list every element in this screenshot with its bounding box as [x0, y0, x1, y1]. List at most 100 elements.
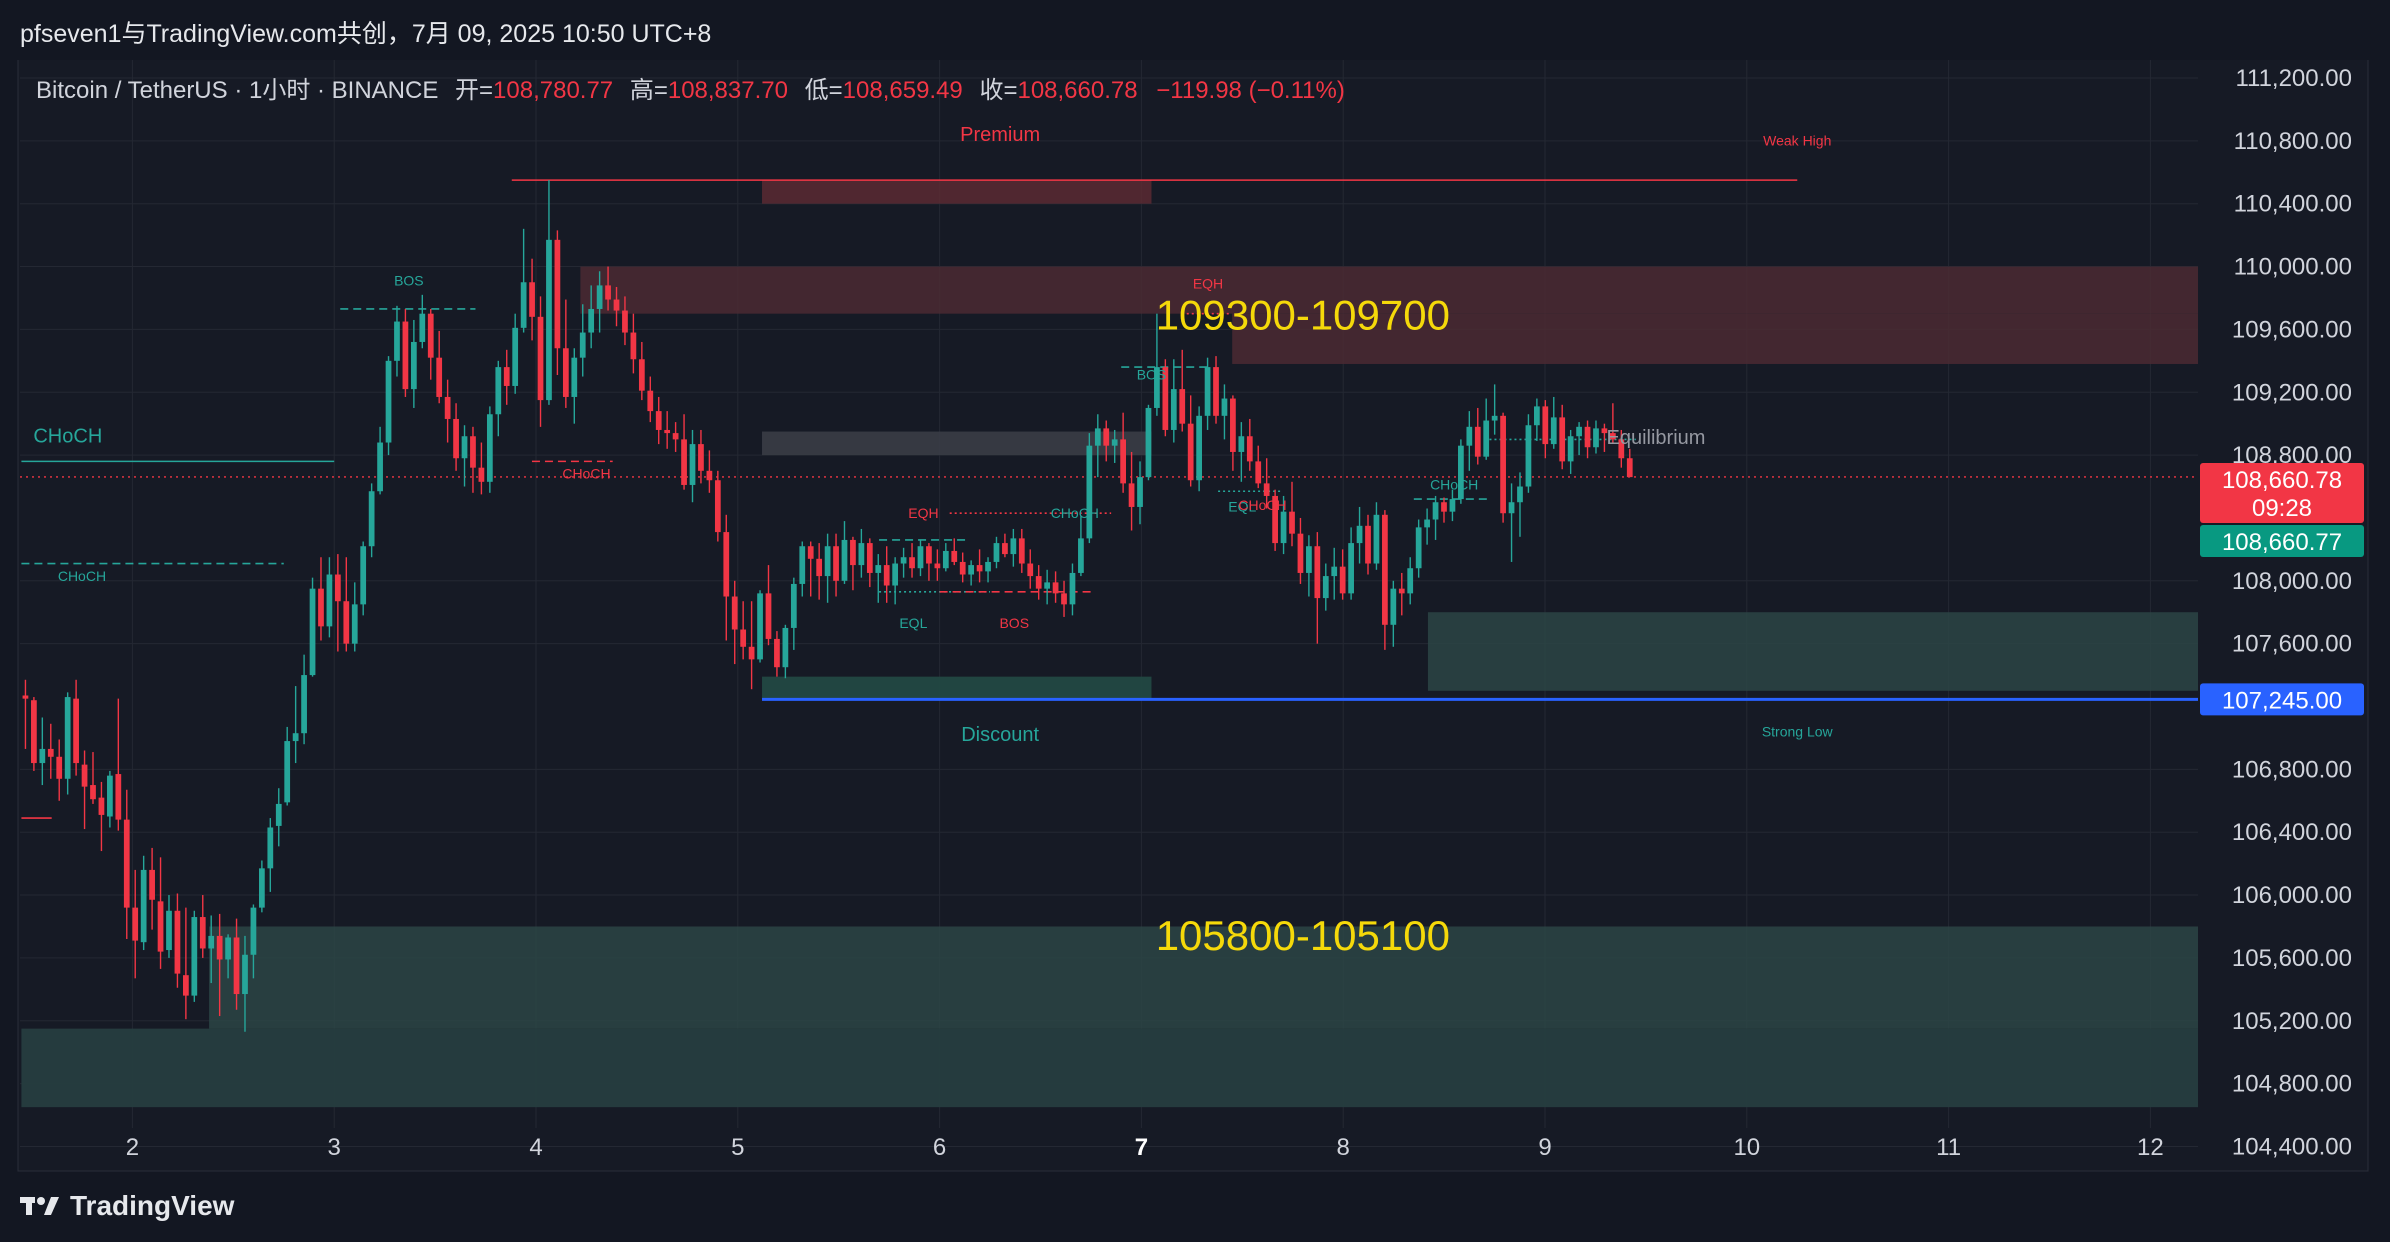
tradingview-logo[interactable]: TradingView: [20, 1190, 234, 1222]
candle-body[interactable]: [622, 310, 628, 333]
candle-body[interactable]: [73, 698, 79, 764]
candle-body[interactable]: [562, 348, 569, 397]
candle-body[interactable]: [1162, 367, 1169, 430]
candle-body[interactable]: [554, 239, 561, 349]
candle-body[interactable]: [1491, 415, 1498, 421]
candle-body[interactable]: [495, 367, 502, 415]
candle-body[interactable]: [850, 539, 856, 566]
candle-body[interactable]: [1230, 398, 1236, 452]
candle-body[interactable]: [579, 332, 586, 358]
candle-body[interactable]: [968, 565, 975, 575]
candle-body[interactable]: [31, 700, 37, 764]
candle-body[interactable]: [1018, 538, 1025, 564]
candle-body[interactable]: [1297, 533, 1304, 573]
candle-body[interactable]: [461, 436, 468, 459]
candle-body[interactable]: [1483, 420, 1490, 457]
candle-body[interactable]: [1559, 417, 1566, 462]
candle-body[interactable]: [1415, 527, 1422, 569]
candle-body[interactable]: [242, 954, 248, 995]
candle-body[interactable]: [833, 546, 839, 581]
candle-body[interactable]: [47, 748, 54, 757]
candle-body[interactable]: [419, 313, 426, 342]
candle-body[interactable]: [596, 285, 603, 309]
candle-body[interactable]: [427, 313, 434, 358]
candle-body[interactable]: [993, 543, 1000, 562]
candle-body[interactable]: [22, 695, 29, 699]
candle-body[interactable]: [199, 917, 206, 949]
candle-body[interactable]: [309, 588, 316, 676]
candle-body[interactable]: [757, 593, 763, 660]
candle-body[interactable]: [1179, 389, 1186, 424]
candle-body[interactable]: [985, 561, 991, 572]
candle-body[interactable]: [664, 429, 671, 434]
candle-body[interactable]: [520, 282, 527, 328]
candle-body[interactable]: [681, 439, 687, 485]
candle-body[interactable]: [1044, 582, 1051, 589]
candle-body[interactable]: [1626, 458, 1633, 478]
candle-body[interactable]: [816, 558, 823, 577]
candle-body[interactable]: [81, 764, 88, 787]
candle-body[interactable]: [546, 239, 552, 401]
candle-body[interactable]: [714, 480, 721, 533]
candle-body[interactable]: [934, 563, 941, 569]
candle-body[interactable]: [1094, 428, 1101, 446]
candle-body[interactable]: [672, 433, 679, 440]
candle-body[interactable]: [1525, 425, 1532, 487]
candle-body[interactable]: [394, 321, 400, 361]
candle-body[interactable]: [1221, 398, 1228, 416]
candle-body[interactable]: [149, 869, 155, 900]
candle-body[interactable]: [858, 543, 865, 566]
candle-body[interactable]: [1289, 511, 1295, 534]
candle-body[interactable]: [56, 756, 63, 779]
price-axis[interactable]: 111,200.00 110,800.00 110,400.00 110,000.00…: [2232, 65, 2352, 1160]
candle-body[interactable]: [698, 444, 704, 471]
candle-body[interactable]: [1027, 563, 1034, 577]
candle-body[interactable]: [1263, 483, 1270, 496]
candle-body[interactable]: [1103, 428, 1110, 446]
candle-body[interactable]: [1331, 566, 1338, 577]
candle-body[interactable]: [740, 629, 747, 647]
candle-body[interactable]: [1069, 572, 1076, 605]
candle-body[interactable]: [1609, 433, 1616, 440]
candle-body[interactable]: [478, 467, 485, 482]
candle-body[interactable]: [436, 357, 443, 397]
candle-body[interactable]: [613, 299, 620, 311]
candle-body[interactable]: [1196, 415, 1202, 481]
candle-body[interactable]: [1584, 426, 1591, 448]
candle-body[interactable]: [1449, 499, 1456, 512]
candle-body[interactable]: [790, 583, 797, 628]
candle-body[interactable]: [1339, 566, 1346, 594]
time-axis[interactable]: 2 3 4 5 6 7 8 9 10 11 12: [126, 1134, 2164, 1161]
candle-body[interactable]: [976, 565, 983, 572]
candle-body[interactable]: [959, 561, 966, 575]
candle-body[interactable]: [1373, 514, 1380, 564]
candle-body[interactable]: [225, 937, 231, 960]
candle-body[interactable]: [926, 546, 932, 564]
candle-body[interactable]: [1542, 406, 1549, 445]
candle-body[interactable]: [1508, 502, 1515, 514]
candle-body[interactable]: [638, 359, 645, 391]
candle-body[interactable]: [571, 357, 578, 397]
candle-body[interactable]: [723, 532, 730, 597]
candle-body[interactable]: [377, 442, 383, 492]
candle-body[interactable]: [774, 638, 780, 668]
candle-body[interactable]: [1517, 486, 1523, 503]
candle-body[interactable]: [174, 910, 181, 974]
candle-body[interactable]: [588, 308, 595, 333]
candle-body[interactable]: [1550, 417, 1557, 445]
candle-body[interactable]: [1458, 445, 1464, 500]
candle-body[interactable]: [1280, 511, 1287, 544]
candle-body[interactable]: [140, 869, 147, 943]
candle-body[interactable]: [1348, 543, 1354, 594]
candle-body[interactable]: [351, 604, 358, 644]
candle-body[interactable]: [1111, 439, 1118, 446]
candle-body[interactable]: [824, 546, 831, 577]
candle-body[interactable]: [39, 748, 46, 764]
candle-body[interactable]: [191, 917, 198, 996]
candle-body[interactable]: [1052, 582, 1059, 594]
candle-body[interactable]: [1576, 426, 1582, 437]
candle-body[interactable]: [799, 546, 806, 584]
candle-body[interactable]: [208, 935, 215, 949]
candle-body[interactable]: [1466, 426, 1473, 446]
candle-body[interactable]: [1500, 415, 1506, 514]
